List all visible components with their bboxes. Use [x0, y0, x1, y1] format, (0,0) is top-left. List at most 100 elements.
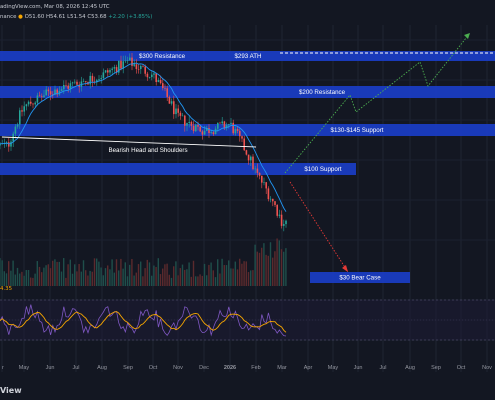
volume-bar — [49, 268, 52, 286]
x-tick-label: Sep — [431, 365, 441, 371]
volume-bar — [217, 259, 219, 286]
volume-bar — [254, 244, 256, 286]
bull-case-path — [284, 32, 471, 174]
candle-body — [157, 80, 160, 83]
candle-body — [27, 101, 30, 105]
candle-body — [82, 81, 85, 82]
candle-body — [76, 81, 78, 85]
candle-body — [210, 132, 212, 134]
candle-body — [241, 136, 243, 139]
candle-body — [124, 60, 127, 62]
volume-bar — [25, 270, 27, 286]
candle-body — [186, 122, 188, 126]
candle-body — [96, 80, 98, 83]
candle-body — [89, 75, 91, 85]
volume-bar — [47, 264, 49, 286]
volume-bar — [144, 268, 146, 286]
candle-body — [133, 64, 135, 66]
volume-bar — [272, 257, 274, 286]
candle-body — [272, 198, 274, 202]
volume-bar — [133, 275, 135, 286]
candle-body — [247, 154, 250, 161]
volume-bar — [113, 272, 115, 286]
volume-bar — [188, 262, 190, 286]
candle-body — [115, 67, 118, 73]
volume-bar — [140, 261, 142, 286]
volume-bar — [100, 267, 102, 286]
bear-arrow-head — [342, 265, 348, 272]
candle-body — [256, 168, 259, 173]
volume-bar — [43, 267, 45, 286]
volume-bar — [38, 266, 41, 286]
rsi-line — [0, 304, 287, 337]
volume-bar — [252, 270, 254, 286]
candle-body — [67, 85, 69, 89]
volume-bar — [98, 261, 100, 286]
volume-bar — [230, 268, 232, 286]
candle-body — [23, 106, 25, 112]
volume-bar — [60, 271, 63, 286]
candle-body — [113, 67, 116, 69]
volume-bar — [109, 269, 111, 286]
volume-bar — [1, 260, 3, 286]
bear-case-path — [289, 181, 349, 273]
candle-body — [181, 115, 184, 117]
volume-bar — [122, 268, 124, 286]
volume-bar — [285, 248, 287, 286]
bull-arrow-head — [464, 33, 470, 39]
volume-bar — [67, 264, 69, 286]
candle-body — [217, 122, 219, 129]
volume-bar — [82, 260, 85, 286]
candle-body — [60, 89, 63, 92]
volume-bar — [63, 258, 65, 286]
candle-body — [102, 72, 105, 79]
candle-body — [166, 88, 168, 97]
overlays: Bearish Head and Shoulders — [0, 32, 471, 273]
level-label: $130-$145 Support — [331, 127, 384, 134]
volume-bar — [142, 276, 144, 286]
volume-bar — [283, 251, 285, 286]
candle-body — [283, 224, 285, 226]
x-tick-label: May — [328, 365, 339, 371]
candle-body — [74, 81, 76, 83]
volume-bar — [148, 262, 151, 286]
candle-body — [195, 124, 197, 132]
volume-bar — [199, 274, 201, 286]
volume-bar — [210, 262, 212, 286]
volume-bar — [208, 264, 210, 286]
candle-body — [36, 95, 39, 103]
volume-bar — [192, 260, 195, 286]
volume-bar — [168, 274, 170, 286]
candle-body — [45, 89, 47, 96]
candle-body — [203, 130, 206, 135]
volume-bar — [32, 277, 34, 286]
candle-body — [252, 156, 254, 170]
x-tick-label: 2026 — [224, 365, 236, 371]
volume-bars — [0, 238, 287, 286]
volume-bar — [111, 259, 113, 286]
candle-body — [184, 115, 186, 126]
volume-bar — [126, 276, 129, 286]
level-band — [219, 51, 495, 61]
volume-bar — [124, 262, 126, 286]
candle-body — [278, 214, 281, 216]
level-band — [0, 51, 219, 61]
level-bands: $300 Resistance $293 ATH $200 Resistance $1… — [0, 51, 495, 283]
volume-bar — [74, 264, 76, 286]
volume-bar — [175, 261, 177, 286]
volume-bar — [54, 259, 56, 286]
candle-body — [122, 61, 124, 69]
x-tick-label: Nov — [173, 365, 183, 371]
volume-bar — [258, 252, 261, 286]
candle-body — [10, 141, 12, 147]
candle-body — [208, 128, 210, 134]
volume-bar — [269, 242, 272, 286]
candle-body — [168, 96, 171, 104]
candle-body — [188, 121, 190, 123]
candle-body — [192, 125, 195, 132]
volume-bar — [34, 273, 36, 286]
candle-body — [155, 73, 157, 83]
candle-body — [8, 142, 10, 147]
x-tick-label: Aug — [97, 365, 107, 371]
candle-body — [219, 122, 221, 124]
